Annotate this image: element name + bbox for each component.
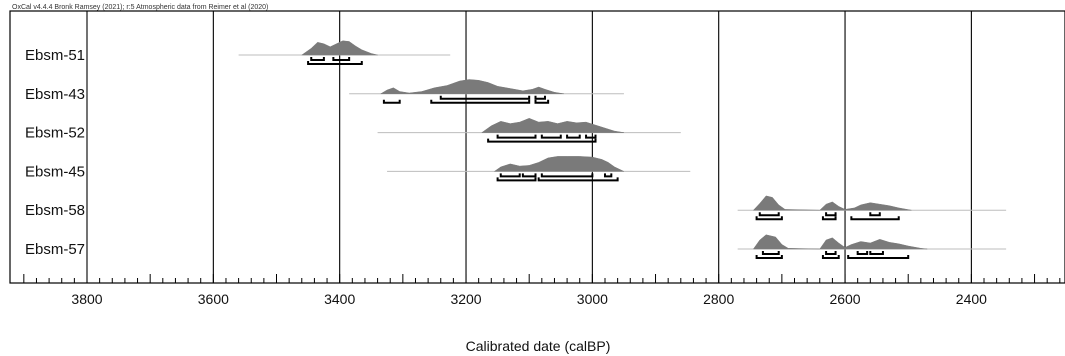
tick-label-3200: 3200 [450,291,481,307]
series-ebsm-45: Ebsm-45 [25,156,691,182]
probability-distribution [301,40,378,56]
series-layer: Ebsm-51 Ebsm-43 Ebsm-52 Ebsm-45 Ebsm-58 Ebsm-… [25,40,1007,259]
sample-label: Ebsm-57 [25,241,85,258]
probability-distribution [379,79,564,95]
tick-label-3000: 3000 [577,291,608,307]
range-2sigma [534,99,550,104]
probability-distribution [481,118,624,133]
software-credit: OxCal v4.4.4 Bronk Ramsey (2021); r:5 At… [12,4,268,11]
tick-label-3600: 3600 [198,291,229,307]
range-1sigma [603,173,613,178]
sample-label: Ebsm-58 [25,202,85,219]
range-1sigma [585,134,597,139]
range-1sigma [761,251,780,255]
range-2sigma [487,138,597,143]
series-ebsm-57: Ebsm-57 [25,234,1007,259]
range-2sigma [755,255,783,259]
range-1sigma [540,173,594,178]
tick-label-2800: 2800 [703,291,734,307]
plot-frame [9,10,1065,284]
sample-label: Ebsm-52 [25,125,85,142]
sample-label: Ebsm-43 [25,86,85,103]
series-ebsm-58: Ebsm-58 [25,195,1007,221]
grid [86,11,972,283]
range-1sigma [496,134,537,139]
range-2sigma [821,255,840,259]
sample-label: Ebsm-51 [25,47,85,64]
range-2sigma [382,99,401,104]
tick-label-2600: 2600 [829,291,860,307]
range-1sigma [310,57,325,61]
x-axis-title: Calibrated date (calBP) [466,338,611,354]
probability-distribution [493,156,625,172]
range-2sigma [821,216,837,221]
x-axis: 3800 3600 3400 3200 3000 2800 2600 2400 [23,274,1061,307]
range-1sigma [869,212,881,217]
range-1sigma [521,173,537,178]
range-1sigma [856,251,869,255]
range-2sigma [430,99,531,104]
tick-label-3400: 3400 [324,291,355,307]
range-1sigma [825,212,837,217]
range-2sigma [307,61,363,65]
probability-distribution [752,234,928,250]
series-ebsm-43: Ebsm-43 [25,79,624,104]
tick-label-3800: 3800 [71,291,102,307]
range-1sigma [825,251,837,255]
range-1sigma [869,251,884,255]
range-2sigma [537,177,619,182]
range-1sigma [540,134,562,139]
range-2sigma [847,255,910,259]
sample-label: Ebsm-45 [25,163,85,180]
range-2sigma [850,216,900,221]
series-ebsm-52: Ebsm-52 [25,118,681,143]
series-ebsm-51: Ebsm-51 [25,40,451,65]
range-1sigma [534,95,546,100]
range-1sigma [566,134,581,139]
range-1sigma [499,173,521,178]
range-1sigma [758,212,780,217]
range-2sigma [496,177,537,182]
probability-distribution [752,195,912,211]
range-1sigma [332,57,351,61]
range-2sigma [755,216,783,221]
tick-label-2400: 2400 [956,291,987,307]
range-1sigma [439,95,531,100]
